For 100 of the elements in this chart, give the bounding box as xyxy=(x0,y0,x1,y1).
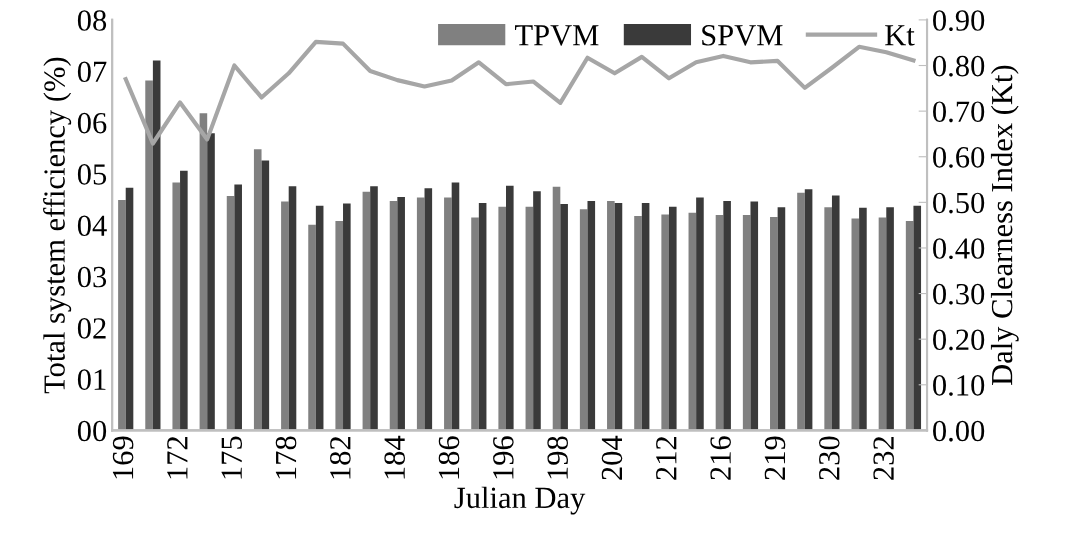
bar xyxy=(859,207,867,431)
x-tick-label: 198 xyxy=(547,436,568,479)
x-tick-label: 204 xyxy=(601,435,623,480)
y2-tick-label: 0.00 xyxy=(933,420,985,442)
bar xyxy=(180,170,188,431)
y-tick-label: 08 xyxy=(77,10,107,31)
bar xyxy=(878,217,887,431)
x-tick-label: 232 xyxy=(873,436,894,480)
bar xyxy=(824,207,832,431)
bar xyxy=(152,60,161,431)
y2-tick-label: 0.80 xyxy=(933,55,985,77)
bar xyxy=(614,203,623,431)
x-tick-label: 230 xyxy=(818,436,840,480)
bar xyxy=(362,191,371,431)
bar xyxy=(905,221,914,431)
bar xyxy=(641,203,650,431)
bar xyxy=(370,186,378,431)
y2-tick-label: 0.40 xyxy=(933,238,985,259)
bar xyxy=(444,197,452,431)
bar xyxy=(804,189,813,431)
bar xyxy=(831,195,840,431)
x-tick-label: 219 xyxy=(764,436,786,480)
bar xyxy=(207,133,215,431)
bar xyxy=(797,192,805,431)
y2-tick-label: 0.50 xyxy=(933,192,985,214)
bar xyxy=(471,217,479,431)
bar xyxy=(315,205,324,431)
bar xyxy=(478,203,487,431)
bar xyxy=(634,215,642,431)
bar xyxy=(253,149,262,431)
bar xyxy=(560,204,568,431)
bar xyxy=(145,80,153,431)
bar xyxy=(777,207,786,431)
bar xyxy=(579,209,588,431)
bar xyxy=(661,214,669,431)
bar xyxy=(498,206,506,431)
bar xyxy=(886,207,894,431)
bar xyxy=(118,200,126,431)
legend-label: Kt xyxy=(885,25,915,46)
y-tick-label: 00 xyxy=(77,420,107,442)
bar xyxy=(723,201,731,431)
bar xyxy=(335,221,344,431)
bar xyxy=(343,203,351,431)
bar xyxy=(416,197,425,431)
bar xyxy=(424,188,433,431)
bar xyxy=(696,197,704,431)
bar xyxy=(389,201,398,431)
y-tick-label: 05 xyxy=(77,164,107,185)
bar xyxy=(281,201,289,431)
bar xyxy=(587,201,596,431)
y-tick-label: 02 xyxy=(77,318,106,339)
bar xyxy=(506,185,514,431)
y2-tick-label: 0.30 xyxy=(933,283,985,305)
y-axis-title: Total system efficiency (%) xyxy=(43,57,72,394)
legend-label: SPVM xyxy=(702,25,783,46)
bar xyxy=(261,160,270,431)
bar xyxy=(770,216,778,431)
bar xyxy=(688,212,697,431)
x-axis-title: Julian Day xyxy=(454,486,586,515)
y-tick-label: 01 xyxy=(77,369,106,390)
bar xyxy=(913,205,922,431)
y2-tick-label: 0.90 xyxy=(933,10,985,31)
legend-label: TPVM xyxy=(515,25,599,46)
y2-axis-title: Daly Clearness Index (Kt) xyxy=(990,65,1019,386)
bar xyxy=(172,182,181,431)
x-tick-label: 196 xyxy=(493,436,514,479)
bar xyxy=(607,201,615,431)
y2-tick-label: 0.10 xyxy=(933,375,985,396)
bar xyxy=(715,214,724,431)
bar xyxy=(851,218,860,431)
y-tick-label: 07 xyxy=(77,61,107,83)
x-tick-label: 169 xyxy=(112,436,134,479)
x-tick-label: 182 xyxy=(330,436,351,479)
x-tick-label: 184 xyxy=(384,435,405,479)
y-tick-label: 06 xyxy=(77,112,107,134)
y-tick-label: 04 xyxy=(77,215,107,237)
bar xyxy=(226,195,235,431)
bar xyxy=(552,186,561,431)
bar xyxy=(533,191,541,431)
bar xyxy=(308,224,316,431)
bar xyxy=(199,113,208,431)
bar xyxy=(288,186,297,431)
y-tick-label: 03 xyxy=(77,266,107,288)
y2-tick-label: 0.20 xyxy=(933,329,985,351)
bar xyxy=(451,182,460,431)
x-tick-label: 216 xyxy=(710,436,731,480)
bar xyxy=(525,206,534,431)
x-tick-label: 172 xyxy=(167,436,188,479)
x-tick-label: 178 xyxy=(275,436,297,479)
bar xyxy=(742,214,751,431)
x-tick-label: 212 xyxy=(656,436,677,480)
x-tick-label: 175 xyxy=(221,436,243,479)
bar xyxy=(125,187,134,431)
y2-tick-label: 0.70 xyxy=(933,101,985,123)
bar xyxy=(668,206,677,431)
bar xyxy=(397,196,405,431)
bar xyxy=(750,201,759,431)
bar xyxy=(234,184,242,431)
x-tick-label: 186 xyxy=(438,436,460,479)
y2-tick-label: 0.60 xyxy=(933,147,985,168)
